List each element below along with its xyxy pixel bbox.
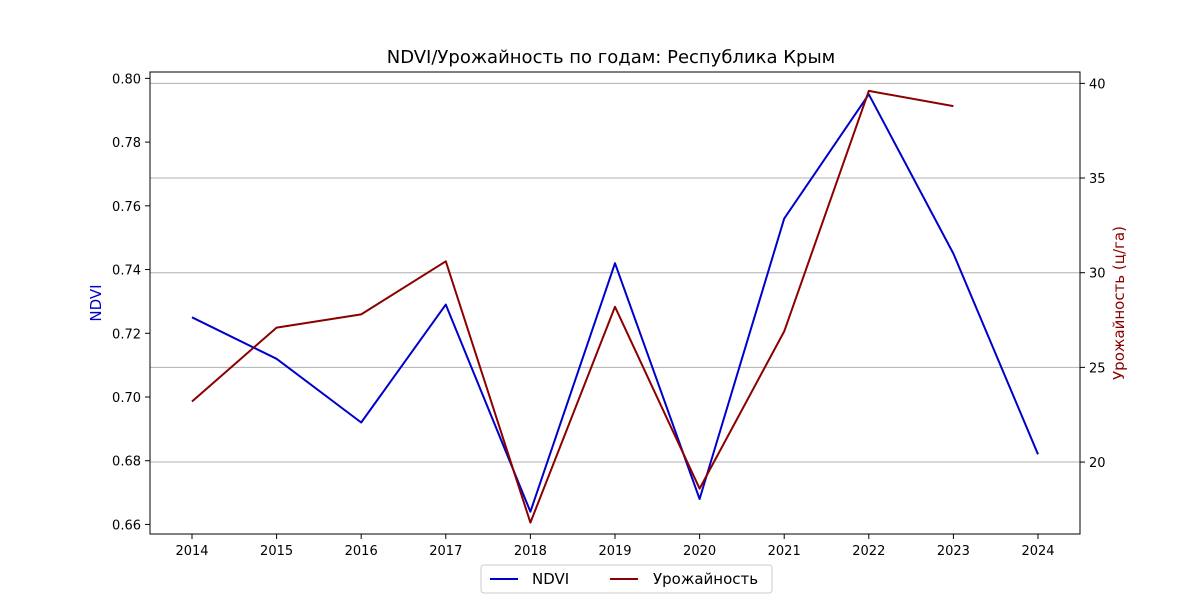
- x-tick-label: 2020: [683, 544, 716, 559]
- y-left-label: NDVI: [87, 284, 105, 321]
- y-right-tick-label: 20: [1089, 456, 1106, 471]
- y-left-tick-label: 0.72: [112, 327, 141, 342]
- legend-label-ndvi: NDVI: [532, 570, 569, 588]
- x-tick-label: 2022: [852, 544, 885, 559]
- y-right-tick-label: 25: [1089, 361, 1106, 376]
- x-tick-label: 2015: [260, 544, 293, 559]
- x-axis: 2014 2015 2016 2017 2018 2019 2020 2021 2022 2023…: [175, 534, 1055, 559]
- legend: NDVI Урожайность: [480, 564, 773, 594]
- x-tick-label: 2018: [514, 544, 547, 559]
- right-y-axis: 20 25 30 35 40: [1080, 77, 1106, 471]
- y-left-tick-label: 0.78: [112, 136, 141, 151]
- x-tick-label: 2024: [1021, 544, 1054, 559]
- y-left-tick-label: 0.68: [112, 455, 141, 470]
- y-right-label: Урожайность (ц/га): [1110, 226, 1128, 380]
- chart-title: NDVI/Урожайность по годам: Республика Кр…: [387, 47, 836, 68]
- x-tick-label: 2019: [598, 544, 631, 559]
- x-tick-label: 2014: [175, 544, 208, 559]
- x-tick-label: 2021: [768, 544, 801, 559]
- y-right-tick-label: 40: [1089, 77, 1106, 92]
- y-left-tick-label: 0.76: [112, 200, 141, 215]
- series-line-yield: [191, 89, 954, 524]
- y-left-tick-label: 0.80: [112, 72, 141, 87]
- y-left-tick-label: 0.66: [112, 518, 141, 533]
- x-tick-label: 2023: [937, 544, 970, 559]
- x-tick-label: 2017: [429, 544, 462, 559]
- y-left-tick-label: 0.74: [112, 264, 141, 279]
- y-right-tick-label: 35: [1089, 172, 1106, 187]
- plot-frame: [149, 71, 1081, 535]
- x-tick-label: 2016: [345, 544, 378, 559]
- y-left-tick-label: 0.70: [112, 391, 141, 406]
- series-layer: [191, 89, 1039, 524]
- series-line-ndvi: [191, 93, 1039, 513]
- legend-label-yield: Урожайность: [653, 570, 758, 588]
- left-y-axis: 0.66 0.68 0.70 0.72 0.74 0.76 0.78 0.80: [112, 72, 150, 533]
- grid-lines: [150, 82, 1080, 463]
- y-right-tick-label: 30: [1089, 267, 1106, 282]
